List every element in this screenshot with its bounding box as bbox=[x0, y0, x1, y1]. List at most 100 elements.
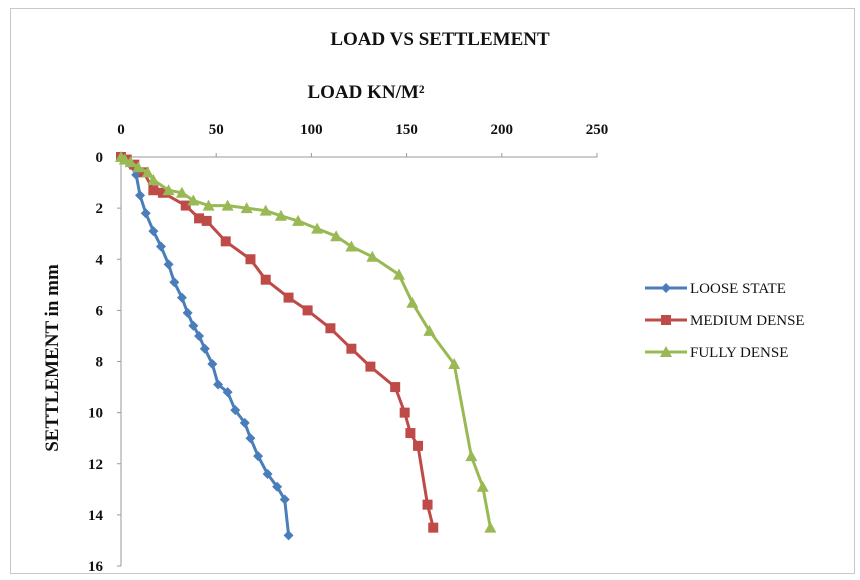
series-fully-dense bbox=[115, 151, 497, 533]
y-tick-label: 4 bbox=[96, 252, 104, 268]
legend-marker bbox=[661, 283, 671, 293]
data-point bbox=[176, 292, 187, 303]
data-point bbox=[138, 167, 149, 178]
x-tick-label: 200 bbox=[491, 122, 514, 138]
y-tick-label: 6 bbox=[96, 303, 104, 319]
data-point bbox=[201, 215, 212, 226]
chart-frame bbox=[10, 8, 855, 574]
data-point bbox=[345, 240, 358, 252]
data-point bbox=[220, 236, 231, 247]
data-point bbox=[135, 190, 146, 201]
x-tick-label: 100 bbox=[300, 122, 323, 138]
legend-marker bbox=[660, 346, 672, 357]
data-point bbox=[194, 213, 205, 224]
x-tick-label: 250 bbox=[586, 122, 609, 138]
data-point bbox=[292, 214, 305, 226]
data-point bbox=[155, 241, 166, 252]
data-point bbox=[188, 320, 199, 331]
y-tick-label: 10 bbox=[88, 406, 103, 422]
legend: LOOSE STATE MEDIUM DENSE FULLY DENSE bbox=[645, 281, 805, 361]
data-point bbox=[162, 184, 175, 196]
data-point bbox=[221, 199, 234, 211]
data-point bbox=[131, 169, 142, 180]
x-tick-label: 0 bbox=[117, 122, 125, 138]
data-point bbox=[194, 330, 205, 341]
legend-label: MEDIUM DENSE bbox=[690, 313, 805, 329]
legend-item: FULLY DENSE bbox=[645, 345, 788, 361]
data-point bbox=[465, 450, 478, 462]
data-point bbox=[325, 323, 336, 334]
data-point bbox=[222, 387, 233, 398]
data-point bbox=[260, 274, 271, 285]
data-point bbox=[239, 417, 250, 428]
data-point bbox=[148, 185, 159, 196]
data-point bbox=[274, 209, 287, 221]
legend-label: FULLY DENSE bbox=[690, 345, 788, 361]
series-loose-state bbox=[116, 152, 294, 541]
data-point bbox=[147, 174, 160, 186]
data-point bbox=[405, 428, 416, 439]
data-point bbox=[169, 277, 180, 288]
data-point bbox=[366, 250, 379, 262]
data-point bbox=[279, 494, 290, 505]
data-point bbox=[213, 379, 224, 390]
y-axis-title: SETTLEMENT in mm bbox=[42, 264, 63, 452]
data-point bbox=[484, 521, 497, 533]
data-point bbox=[346, 343, 357, 354]
legend-label: LOOSE STATE bbox=[690, 281, 786, 297]
data-point bbox=[365, 361, 376, 372]
chart-title: LOAD VS SETTLEMENT bbox=[330, 29, 550, 50]
data-point bbox=[157, 187, 168, 198]
data-point bbox=[163, 259, 174, 270]
data-point bbox=[283, 530, 294, 541]
data-point bbox=[124, 156, 137, 168]
data-point bbox=[399, 407, 410, 418]
data-point bbox=[245, 254, 256, 265]
data-point bbox=[187, 194, 200, 206]
legend-item: LOOSE STATE bbox=[645, 281, 786, 297]
data-point bbox=[230, 405, 241, 416]
x-axis-title: LOAD KN/M² bbox=[307, 82, 424, 103]
data-point bbox=[283, 292, 294, 303]
data-point bbox=[207, 359, 218, 370]
y-tick-label: 0 bbox=[96, 150, 104, 166]
data-point bbox=[302, 305, 313, 316]
legend-marker bbox=[661, 315, 671, 325]
data-point bbox=[272, 481, 283, 492]
y-tick-label: 2 bbox=[96, 201, 104, 217]
series-line bbox=[120, 155, 492, 528]
data-point bbox=[262, 468, 273, 479]
data-point bbox=[175, 186, 188, 198]
data-point bbox=[448, 358, 461, 370]
y-tick-label: 8 bbox=[96, 355, 104, 371]
x-tick-label: 50 bbox=[209, 122, 224, 138]
data-point bbox=[259, 204, 272, 216]
data-point bbox=[240, 202, 253, 214]
series-medium-dense bbox=[116, 152, 439, 533]
data-point bbox=[202, 199, 215, 211]
data-point bbox=[148, 226, 159, 237]
data-point bbox=[182, 307, 193, 318]
y-tick-label: 12 bbox=[88, 457, 103, 473]
data-point bbox=[330, 230, 343, 242]
data-point bbox=[253, 451, 264, 462]
data-point bbox=[199, 343, 210, 354]
data-point bbox=[180, 200, 191, 211]
data-point bbox=[140, 208, 151, 219]
data-point bbox=[245, 433, 256, 444]
data-point bbox=[406, 296, 419, 308]
data-point bbox=[390, 382, 401, 393]
data-point bbox=[422, 499, 433, 510]
axes: 0 50 100 150 200 250 0 2 4 6 8 10 12 14 16 bbox=[88, 122, 608, 575]
data-point bbox=[132, 161, 145, 173]
data-point bbox=[476, 480, 489, 492]
data-point bbox=[311, 222, 324, 234]
data-point bbox=[428, 522, 439, 533]
data-point bbox=[392, 268, 405, 280]
series-line bbox=[120, 155, 435, 529]
series-layer bbox=[115, 151, 497, 541]
legend-item: MEDIUM DENSE bbox=[645, 313, 805, 329]
y-tick-label: 16 bbox=[88, 559, 104, 575]
y-tick-label: 14 bbox=[88, 508, 104, 524]
